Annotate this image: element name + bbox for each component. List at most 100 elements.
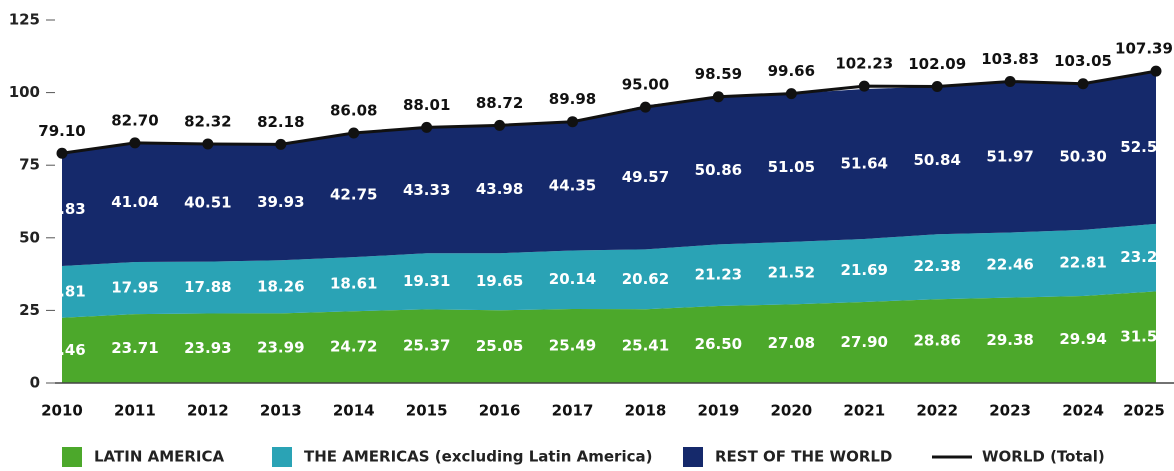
value-label: 25.41 [622,337,669,355]
x-tick-label: 2013 [260,402,302,420]
total-label: 82.32 [184,112,231,130]
value-label: 23.26 [1120,248,1167,266]
value-label: 22.81 [1059,253,1106,271]
value-label: 51.64 [841,155,888,173]
value-label: 21.69 [841,261,888,279]
total-label: 102.23 [835,55,893,73]
value-label: 44.35 [549,177,596,195]
point [129,137,141,149]
point [1004,75,1016,87]
point [931,81,943,93]
value-label: 42.75 [330,186,377,204]
value-label: 19.31 [403,272,450,290]
point [567,116,579,128]
value-label: 22.46 [38,341,85,359]
value-label: 50.30 [1059,147,1106,165]
x-tick-label: 2025 [1123,402,1165,420]
value-label: 29.94 [1059,330,1106,348]
value-label: 19.65 [476,272,523,290]
value-label: 25.49 [549,336,596,354]
x-tick-label: 2010 [41,402,83,420]
x-tick-label: 2016 [479,402,521,420]
value-label: 28.86 [913,332,960,350]
value-label: 17.95 [111,279,158,297]
total-label: 86.08 [330,102,377,120]
legend-swatch [62,447,82,467]
value-label: 23.93 [184,339,231,357]
total-label: 88.72 [476,94,523,112]
legend-swatch [272,447,292,467]
value-label: 20.62 [622,270,669,288]
value-label: 25.37 [403,337,450,355]
total-label: 103.83 [981,50,1039,68]
point [1150,65,1162,77]
total-label: 95.00 [622,76,669,94]
total-label: 82.18 [257,113,304,131]
total-label: 107.39 [1115,40,1173,58]
value-label: 50.86 [695,161,742,179]
value-label: 43.98 [476,180,523,198]
value-label: 20.14 [549,270,596,288]
point [421,121,433,133]
legend-label: LATIN AMERICA [94,448,225,466]
value-label: 23.71 [111,339,158,357]
x-tick-label: 2012 [187,402,229,420]
value-label: 43.33 [403,181,450,199]
area [62,223,1156,318]
value-label: 22.38 [913,257,960,275]
value-label: 21.52 [768,264,815,282]
x-tick-label: 2019 [698,402,740,420]
point [639,101,651,113]
total-label: 89.98 [549,90,596,108]
value-label: 50.84 [913,151,960,169]
total-label: 79.10 [38,122,85,140]
point [712,91,724,103]
y-tick-label: 125 [9,11,40,29]
value-label: 38.83 [38,200,85,218]
x-tick-label: 2017 [552,402,594,420]
value-label: 17.88 [184,278,231,296]
value-label: 39.93 [257,193,304,211]
value-label: 22.46 [986,256,1033,274]
total-label: 103.05 [1054,52,1112,70]
value-label: 27.08 [768,334,815,352]
x-tick-label: 2015 [406,402,448,420]
line [61,69,1157,155]
legend-label: WORLD (Total) [982,448,1105,466]
total-label: 102.09 [908,55,966,73]
y-tick-label: 100 [9,83,40,101]
value-label: 25.05 [476,337,523,355]
x-tick-label: 2011 [114,402,156,420]
area [62,291,1156,383]
total-label: 98.59 [695,65,742,83]
value-label: 52.58 [1120,138,1167,156]
point [858,80,870,92]
value-label: 26.50 [695,335,742,353]
value-label: 18.61 [330,275,377,293]
total-label: 88.01 [403,96,450,114]
x-tick-label: 2024 [1062,402,1104,420]
value-label: 31.55 [1120,328,1167,346]
legend-swatch [683,447,703,467]
legend-label: THE AMERICAS (excluding Latin America) [304,448,652,466]
x-tick-label: 2022 [916,402,958,420]
x-tick-label: 2020 [770,402,812,420]
value-label: 27.90 [841,333,888,351]
legend-label: REST OF THE WORLD [715,448,892,466]
value-label: 51.97 [986,147,1033,165]
point [202,138,214,150]
value-label: 41.04 [111,193,158,211]
x-tick-label: 2018 [625,402,667,420]
total-label: 99.66 [768,62,815,80]
value-label: 18.26 [257,277,304,295]
y-tick-label: 25 [19,301,40,319]
value-label: 40.51 [184,193,231,211]
value-label: 17.81 [38,282,85,300]
x-tick-label: 2021 [843,402,885,420]
area [62,71,1156,267]
x-tick-label: 2023 [989,402,1031,420]
value-label: 29.38 [986,331,1033,349]
value-label: 23.99 [257,339,304,357]
point [1077,78,1089,90]
